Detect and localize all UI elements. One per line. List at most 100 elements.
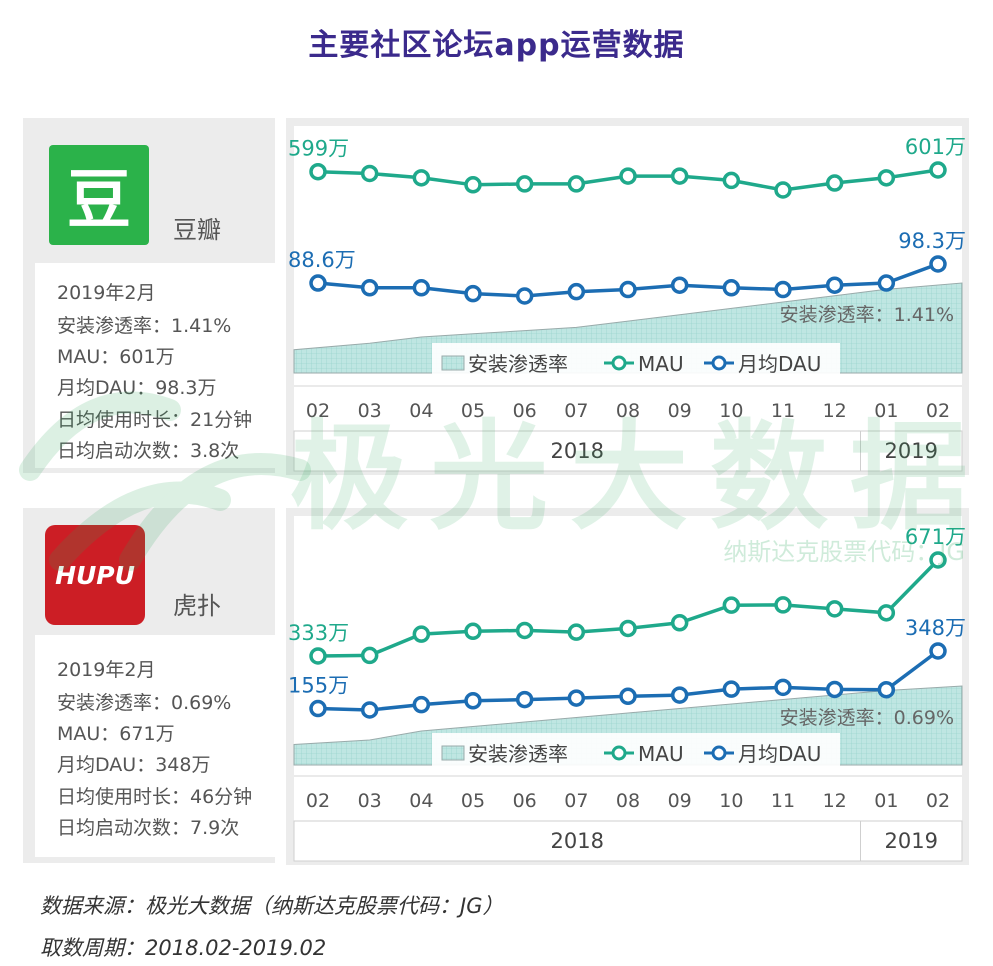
mau-point: [360, 164, 379, 183]
mau-point: [464, 176, 482, 194]
dau-point: [670, 276, 689, 294]
stat-dau: 月均DAU：98.3万: [57, 377, 217, 399]
dau-point: [722, 279, 741, 297]
stat-launches: 日均启动次数：3.8次: [57, 440, 240, 462]
mau-point: [825, 600, 844, 618]
year-label: 2018: [551, 829, 604, 853]
x-tick-label: 11: [771, 400, 795, 422]
dau-point: [309, 274, 327, 292]
legend-box: [432, 733, 840, 775]
stat-penetration: 安装渗透率：1.41%: [57, 315, 232, 337]
x-tick-label: 02: [926, 400, 950, 422]
x-tick-label: 08: [616, 790, 640, 812]
dau-point: [877, 680, 896, 699]
page-title: 主要社区论坛app运营数据: [308, 28, 685, 63]
x-tick-label: 06: [513, 790, 537, 812]
mau-point: [412, 625, 431, 643]
mau-point: [670, 614, 689, 632]
dau-point: [825, 680, 844, 699]
mau-point: [567, 175, 586, 193]
legend-mau-marker: [611, 355, 627, 371]
dau-point: [929, 642, 947, 660]
app-panel-douban: 豆 豆瓣 2019年2月 安装渗透率：1.41% MAU：601万 月均DAU：…: [23, 118, 275, 473]
x-tick-label: 10: [719, 400, 743, 422]
mau-first-label: 333万: [288, 621, 349, 645]
mau-point: [722, 596, 741, 614]
x-tick-label: 02: [306, 400, 330, 422]
dau-first-label: 88.6万: [288, 248, 356, 272]
dau-point: [619, 687, 637, 706]
dau-point: [774, 678, 792, 697]
dau-point: [774, 280, 792, 299]
dau-point: [825, 276, 844, 294]
x-tick-label: 03: [358, 790, 382, 812]
x-tick-label: 08: [616, 400, 640, 422]
x-tick-label: 07: [564, 400, 588, 422]
plot-background: [294, 516, 962, 856]
mau-last-label: 671万: [905, 525, 966, 549]
x-tick-label: 09: [668, 400, 692, 422]
dau-first-label: 155万: [288, 674, 349, 698]
legend-label-dau: 月均DAU: [738, 742, 821, 766]
mau-point: [877, 169, 896, 187]
mau-point: [309, 647, 327, 665]
mau-point: [515, 621, 534, 640]
hupu-logo-glyph: HUPU: [55, 560, 135, 590]
mau-point: [619, 619, 637, 638]
legend-label-mau: MAU: [638, 742, 684, 766]
stat-mau: MAU：671万: [57, 723, 175, 745]
dau-point: [515, 287, 534, 305]
mau-point: [412, 169, 431, 187]
douban-logo-glyph: 豆: [67, 164, 131, 238]
douban-logo: 豆: [49, 145, 149, 245]
mau-point: [309, 162, 327, 181]
mau-point: [722, 171, 741, 190]
x-tick-label: 01: [874, 790, 898, 812]
dau-last-label: 348万: [905, 616, 966, 640]
dau-point: [929, 255, 947, 273]
dau-point: [412, 279, 431, 297]
x-tick-label: 12: [823, 790, 847, 812]
legend-label-penetration: 安装渗透率: [468, 742, 568, 766]
legend-box: [432, 343, 840, 385]
hupu-stats: 2019年2月 安装渗透率：0.69% MAU：671万 月均DAU：348万 …: [35, 635, 275, 857]
chart-panel-hupu: 安装渗透率：0.69% 安装渗透率 MAU 月均DAU 333万 671万 155万 348万…: [286, 508, 969, 865]
year-band: [293, 820, 963, 862]
legend-area-swatch: [441, 355, 465, 371]
x-tick-label: 03: [358, 400, 382, 422]
mau-point: [567, 623, 586, 641]
x-tick-label: 04: [409, 790, 433, 812]
dau-point: [722, 680, 741, 698]
x-tick-label: 05: [461, 400, 485, 422]
mau-point: [774, 596, 792, 614]
year-band: [293, 430, 963, 472]
x-tick-label: 12: [823, 400, 847, 422]
legend: 安装渗透率 MAU 月均DAU: [432, 343, 840, 385]
mau-point: [774, 181, 792, 199]
dau-last-label: 98.3万: [898, 229, 966, 253]
x-tick-label: 11: [771, 790, 795, 812]
mau-point: [929, 551, 947, 569]
stat-dau: 月均DAU：348万: [57, 754, 211, 776]
penetration-label: 安装渗透率：1.41%: [780, 304, 954, 326]
dau-point: [515, 690, 534, 709]
hupu-logo: HUPU: [45, 525, 145, 625]
x-tick-label: 07: [564, 790, 588, 812]
mau-point: [929, 161, 947, 179]
dau-point: [360, 279, 379, 297]
dau-point: [619, 280, 637, 299]
legend-label-dau: 月均DAU: [738, 352, 821, 376]
mau-point: [670, 167, 689, 185]
douban-stats: 2019年2月 安装渗透率：1.41% MAU：601万 月均DAU：98.3万…: [35, 263, 275, 468]
legend-label-penetration: 安装渗透率: [468, 352, 568, 376]
stat-launches: 日均启动次数：7.9次: [57, 817, 240, 839]
app-panel-hupu: HUPU 虎扑 2019年2月 安装渗透率：0.69% MAU：671万 月均D…: [23, 508, 275, 863]
mau-point: [877, 604, 896, 622]
mau-point: [464, 622, 482, 641]
dau-point: [567, 282, 586, 301]
legend: 安装渗透率 MAU 月均DAU: [432, 733, 840, 775]
penetration-label: 安装渗透率：0.69%: [780, 707, 954, 729]
year-label: 2019: [885, 829, 938, 853]
dau-point: [309, 699, 327, 718]
dau-point: [877, 274, 896, 292]
